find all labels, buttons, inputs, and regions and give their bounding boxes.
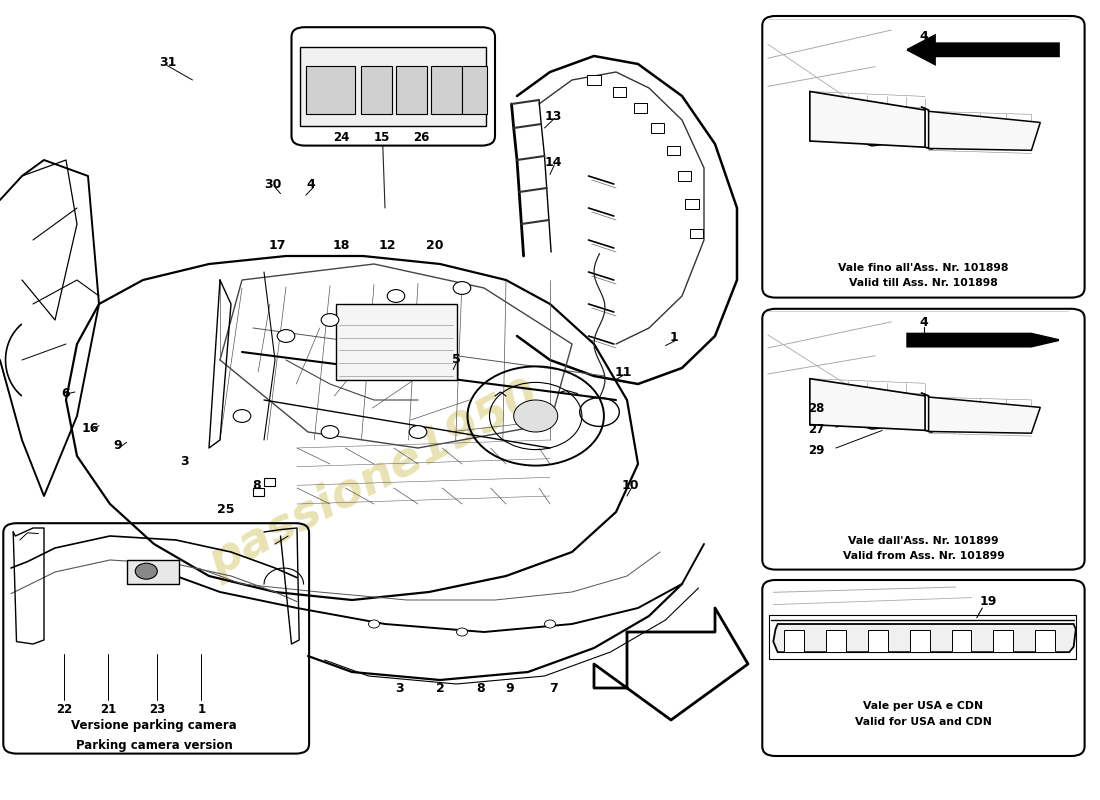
Bar (300, 47, 486, 126)
Text: 7: 7 (549, 682, 558, 694)
Text: 14: 14 (544, 156, 562, 169)
Circle shape (387, 290, 405, 302)
Text: 8: 8 (252, 479, 261, 492)
Text: 23: 23 (150, 703, 165, 716)
Polygon shape (928, 397, 1041, 434)
Text: 1: 1 (197, 703, 206, 716)
Bar (685, 199, 698, 209)
Text: Vale per USA e CDN: Vale per USA e CDN (864, 702, 983, 711)
Text: 19: 19 (979, 595, 997, 608)
Bar (1035, 630, 1055, 652)
Polygon shape (773, 624, 1076, 652)
Circle shape (368, 620, 379, 628)
Bar (634, 103, 647, 113)
Text: 10: 10 (621, 479, 639, 492)
Text: 11: 11 (615, 366, 632, 378)
Text: 26: 26 (414, 131, 429, 144)
Text: 4: 4 (920, 316, 928, 329)
Text: 9: 9 (505, 682, 514, 694)
Circle shape (453, 282, 471, 294)
Text: 22: 22 (56, 703, 72, 716)
Text: Vale dall'Ass. Nr. 101899: Vale dall'Ass. Nr. 101899 (848, 536, 999, 546)
Bar (396, 66, 427, 114)
Text: 4: 4 (920, 30, 928, 42)
Bar (690, 229, 703, 238)
Text: 9: 9 (113, 439, 122, 452)
Circle shape (233, 410, 251, 422)
Text: 13: 13 (544, 110, 562, 122)
Bar (361, 66, 392, 114)
Text: 5: 5 (452, 354, 461, 366)
Bar (784, 630, 804, 652)
Bar (431, 66, 462, 114)
Circle shape (514, 400, 558, 432)
Bar (613, 87, 626, 97)
Bar (826, 630, 846, 652)
Bar (253, 488, 264, 496)
Bar (336, 304, 456, 380)
Text: 6: 6 (62, 387, 70, 400)
Polygon shape (928, 111, 1041, 150)
Text: Versione parking camera: Versione parking camera (72, 719, 236, 732)
Bar (126, 560, 179, 584)
Circle shape (456, 628, 468, 636)
Circle shape (321, 314, 339, 326)
Circle shape (321, 426, 339, 438)
Bar (306, 66, 355, 114)
Polygon shape (908, 35, 1059, 64)
Text: 15: 15 (374, 131, 389, 144)
Text: 12: 12 (378, 239, 396, 252)
Bar (651, 123, 664, 133)
Text: 4: 4 (307, 178, 316, 190)
Text: 24: 24 (333, 131, 349, 144)
Bar (952, 630, 971, 652)
Text: 2: 2 (436, 682, 444, 694)
Polygon shape (810, 91, 925, 147)
Circle shape (409, 426, 427, 438)
Text: 1: 1 (670, 331, 679, 344)
Bar (667, 146, 680, 155)
Polygon shape (810, 378, 925, 430)
Circle shape (277, 330, 295, 342)
Text: Valid for USA and CDN: Valid for USA and CDN (855, 717, 992, 726)
Text: 31: 31 (160, 56, 177, 69)
Bar (910, 630, 930, 652)
Bar (678, 171, 691, 181)
Text: 29: 29 (808, 444, 824, 457)
Text: 30: 30 (264, 178, 282, 190)
Text: Valid from Ass. Nr. 101899: Valid from Ass. Nr. 101899 (843, 551, 1004, 561)
Text: 17: 17 (268, 239, 286, 252)
Text: 28: 28 (808, 402, 824, 414)
Text: passione1950: passione1950 (201, 374, 547, 586)
Text: 8: 8 (476, 682, 485, 694)
Text: 16: 16 (81, 422, 99, 434)
Text: 25: 25 (217, 503, 234, 516)
Text: 3: 3 (180, 455, 189, 468)
Text: 21: 21 (100, 703, 116, 716)
Circle shape (544, 620, 556, 628)
Bar (264, 478, 275, 486)
Text: 27: 27 (808, 423, 824, 436)
Bar (993, 630, 1013, 652)
Text: Valid till Ass. Nr. 101898: Valid till Ass. Nr. 101898 (849, 278, 998, 288)
Text: 18: 18 (332, 239, 350, 252)
Text: 20: 20 (426, 239, 443, 252)
Text: Parking camera version: Parking camera version (76, 739, 232, 752)
Text: Vale fino all'Ass. Nr. 101898: Vale fino all'Ass. Nr. 101898 (838, 263, 1009, 273)
Text: 3: 3 (395, 682, 404, 694)
Bar (868, 630, 888, 652)
Circle shape (135, 563, 157, 579)
Bar (462, 66, 487, 114)
Polygon shape (908, 334, 1059, 346)
Bar (587, 75, 601, 85)
